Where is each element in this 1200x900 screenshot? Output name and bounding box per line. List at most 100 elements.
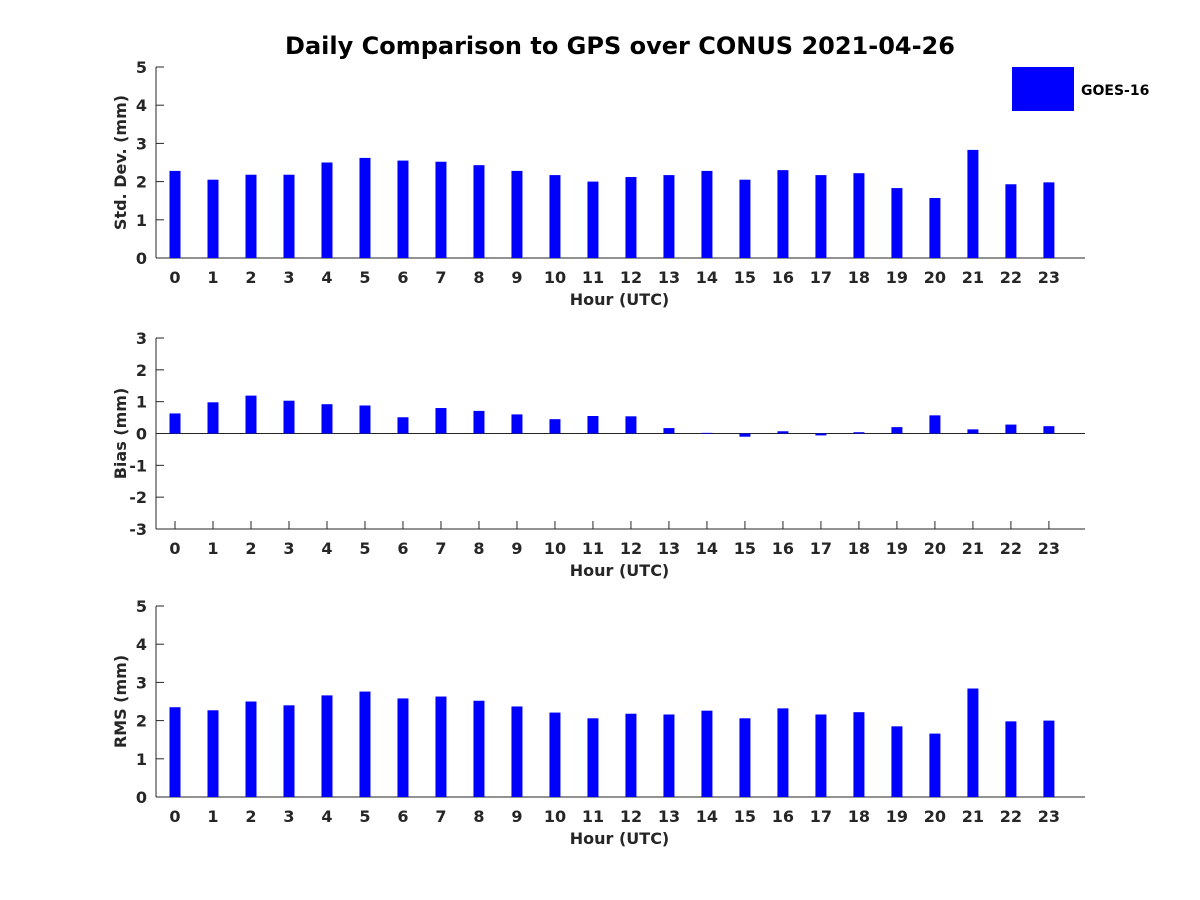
bar-hour-23	[1043, 426, 1055, 434]
x-tick-label: 2	[245, 539, 256, 558]
bar-hour-19	[891, 188, 903, 258]
bar-hour-7	[435, 696, 447, 797]
bar-hour-19	[891, 726, 903, 797]
bar-hour-22	[1005, 721, 1017, 797]
y-tick-label: 3	[136, 329, 147, 348]
x-tick-label: 10	[544, 807, 566, 826]
x-tick-label: 17	[810, 539, 832, 558]
bar-hour-2	[245, 174, 257, 258]
x-tick-label: 9	[511, 268, 522, 287]
x-tick-label: 19	[886, 539, 908, 558]
x-tick-label: 23	[1038, 807, 1060, 826]
x-tick-label: 7	[435, 539, 446, 558]
x-tick-label: 4	[321, 539, 332, 558]
y-tick-label: 5	[136, 58, 147, 77]
x-tick-label: 5	[359, 807, 370, 826]
x-tick-label: 19	[886, 268, 908, 287]
bar-hour-18	[853, 432, 865, 434]
x-tick-label: 8	[473, 268, 484, 287]
bar-hour-4	[321, 162, 333, 258]
x-tick-label: 2	[245, 268, 256, 287]
y-tick-label: 2	[136, 712, 147, 731]
x-tick-label: 21	[962, 268, 984, 287]
x-tick-label: 15	[734, 539, 756, 558]
bar-hour-13	[663, 714, 675, 797]
bar-hour-9	[511, 706, 523, 797]
y-tick-label: 4	[136, 96, 147, 115]
bar-hour-5	[359, 405, 371, 434]
bar-hour-16	[777, 431, 789, 434]
bar-hour-21	[967, 429, 979, 434]
y-tick-label: 0	[136, 425, 147, 444]
x-tick-label: 17	[810, 807, 832, 826]
legend-label-goes-16: GOES-16	[1081, 83, 1149, 99]
bar-hour-9	[511, 170, 523, 258]
bar-hour-20	[929, 198, 941, 258]
y-tick-label: 2	[136, 173, 147, 192]
x-tick-label: 15	[734, 268, 756, 287]
y-tick-label: 2	[136, 361, 147, 380]
bar-hour-14	[701, 432, 713, 434]
y-tick-label: 3	[136, 134, 147, 153]
bar-hour-22	[1005, 424, 1017, 434]
x-tick-label: 6	[397, 539, 408, 558]
x-tick-label: 1	[207, 807, 218, 826]
bar-hour-0	[169, 413, 181, 434]
bar-hour-21	[967, 688, 979, 797]
bar-hour-10	[549, 175, 561, 258]
bar-hour-11	[587, 181, 599, 258]
x-tick-label: 23	[1038, 539, 1060, 558]
x-tick-label: 11	[582, 807, 604, 826]
bar-hour-21	[967, 149, 979, 258]
y-tick-label: -1	[129, 456, 147, 475]
x-tick-label: 11	[582, 268, 604, 287]
x-tick-label: 1	[207, 268, 218, 287]
x-axis-label: Hour (UTC)	[570, 829, 670, 848]
x-tick-label: 20	[924, 807, 946, 826]
bar-hour-3	[283, 705, 295, 797]
bar-hour-10	[549, 712, 561, 797]
x-tick-label: 8	[473, 807, 484, 826]
x-tick-label: 22	[1000, 268, 1022, 287]
x-tick-label: 18	[848, 539, 870, 558]
y-tick-label: -2	[129, 488, 147, 507]
bar-hour-8	[473, 410, 485, 434]
y-tick-label: 3	[136, 673, 147, 692]
bar-hour-19	[891, 427, 903, 434]
bar-hour-11	[587, 718, 599, 797]
bar-hour-6	[397, 160, 409, 258]
x-tick-label: 18	[848, 268, 870, 287]
x-tick-label: 8	[473, 539, 484, 558]
bar-hour-7	[435, 408, 447, 434]
bar-hour-16	[777, 708, 789, 797]
bar-hour-5	[359, 691, 371, 797]
bar-hour-0	[169, 170, 181, 258]
x-tick-label: 3	[283, 539, 294, 558]
x-tick-label: 12	[620, 807, 642, 826]
y-tick-label: 1	[136, 750, 147, 769]
bar-hour-12	[625, 416, 637, 434]
x-tick-label: 16	[772, 268, 794, 287]
bar-hour-7	[435, 161, 447, 258]
x-tick-label: 23	[1038, 268, 1060, 287]
bar-hour-15	[739, 179, 751, 258]
bar-hour-8	[473, 165, 485, 258]
y-tick-label: 5	[136, 597, 147, 616]
x-tick-label: 17	[810, 268, 832, 287]
bar-hour-23	[1043, 182, 1055, 258]
bar-hour-5	[359, 157, 371, 258]
x-tick-label: 0	[169, 268, 180, 287]
bar-hour-14	[701, 710, 713, 797]
y-tick-label: 4	[136, 635, 147, 654]
x-tick-label: 7	[435, 807, 446, 826]
bar-hour-13	[663, 428, 675, 434]
bar-hour-12	[625, 713, 637, 797]
x-tick-label: 9	[511, 807, 522, 826]
y-axis-label: Std. Dev. (mm)	[111, 95, 130, 230]
x-tick-label: 4	[321, 268, 332, 287]
bar-hour-15	[739, 433, 751, 437]
bar-hour-6	[397, 698, 409, 797]
x-tick-label: 13	[658, 807, 680, 826]
